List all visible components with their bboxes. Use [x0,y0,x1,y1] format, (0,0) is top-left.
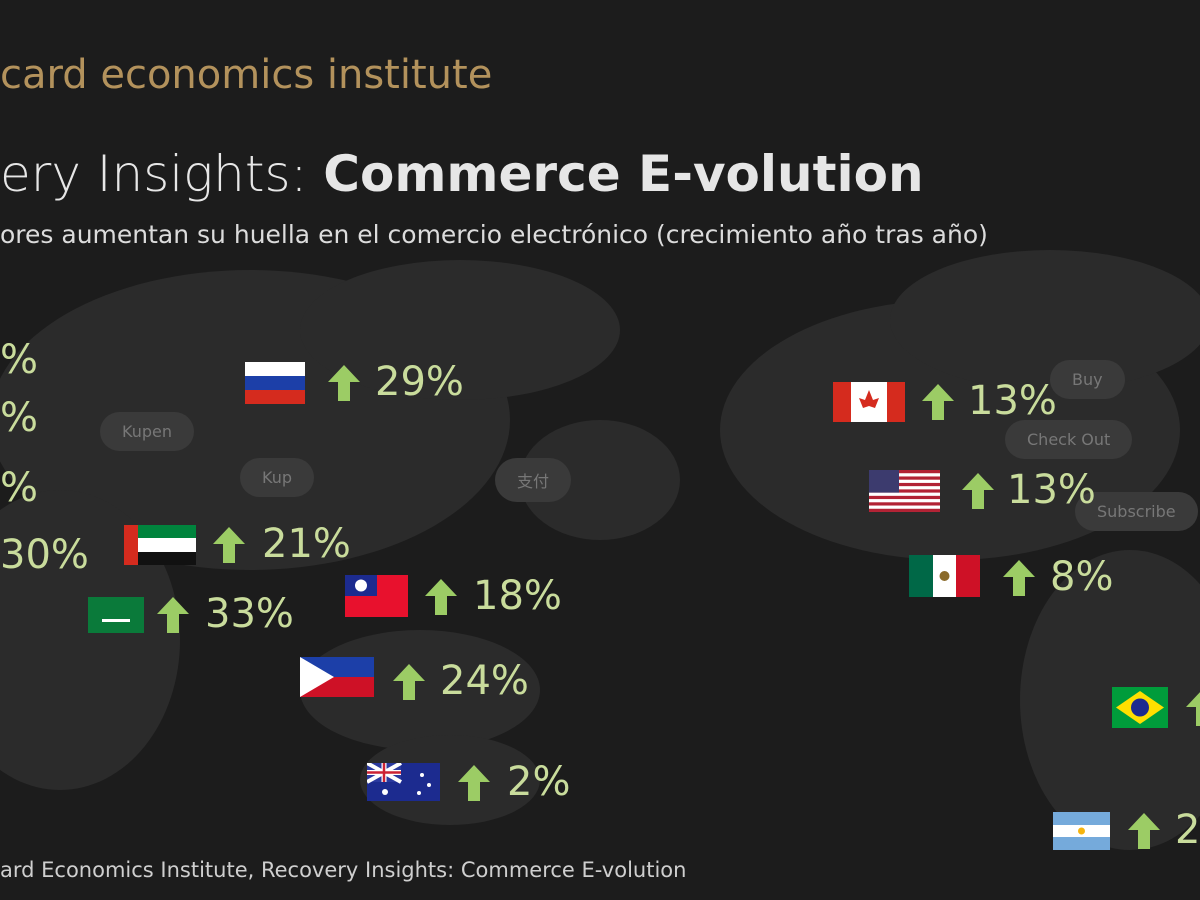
word-bubble: Subscribe [1075,492,1198,531]
up-arrow [157,597,189,633]
growth-value: 2 [1175,807,1200,853]
flag [833,382,905,422]
up-arrow [213,527,245,563]
word-bubble: Kupen [100,412,194,451]
growth-value: % [0,465,39,511]
flag [909,555,980,597]
growth-value: 18% [473,573,562,619]
title-line: ery Insights: Commerce E-volution [0,145,924,203]
growth-value: 2% [507,759,571,805]
footer: ard Economics Institute, Recovery Insigh… [0,858,687,882]
growth-value: 29% [375,359,464,405]
subtitle: ores aumentan su huella en el comercio e… [0,220,988,249]
up-arrow [328,365,360,401]
flag [245,362,305,404]
flag [1112,687,1168,728]
flag [869,470,940,512]
up-arrow [393,664,425,700]
growth-value: % [0,337,39,383]
growth-value: 21% [262,521,351,567]
flag [367,763,440,801]
growth-value: 33% [205,591,294,637]
flag [345,575,408,617]
flag [1053,812,1110,850]
up-arrow [425,579,457,615]
word-bubble: 支付 [495,458,572,502]
growth-value: 24% [440,658,529,704]
up-arrow [1186,692,1200,726]
growth-value: 13% [1007,467,1096,513]
up-arrow [1128,813,1160,849]
word-bubble: Kup [240,458,314,497]
flag [124,525,196,565]
word-bubble: Check Out [1005,420,1133,459]
up-arrow [458,765,490,801]
brand: card economics institute [0,52,493,98]
flag [88,597,144,633]
up-arrow [922,384,954,420]
up-arrow [962,473,994,509]
growth-value: 30% [0,532,89,578]
title-prefix: ery Insights: [0,145,324,203]
flag [300,657,374,697]
growth-value: % [0,395,39,441]
growth-value: 13% [968,378,1057,424]
title: Commerce E-volution [323,145,924,203]
word-bubble: Buy [1050,360,1125,399]
growth-value: 8% [1050,554,1114,600]
up-arrow [1003,560,1035,596]
